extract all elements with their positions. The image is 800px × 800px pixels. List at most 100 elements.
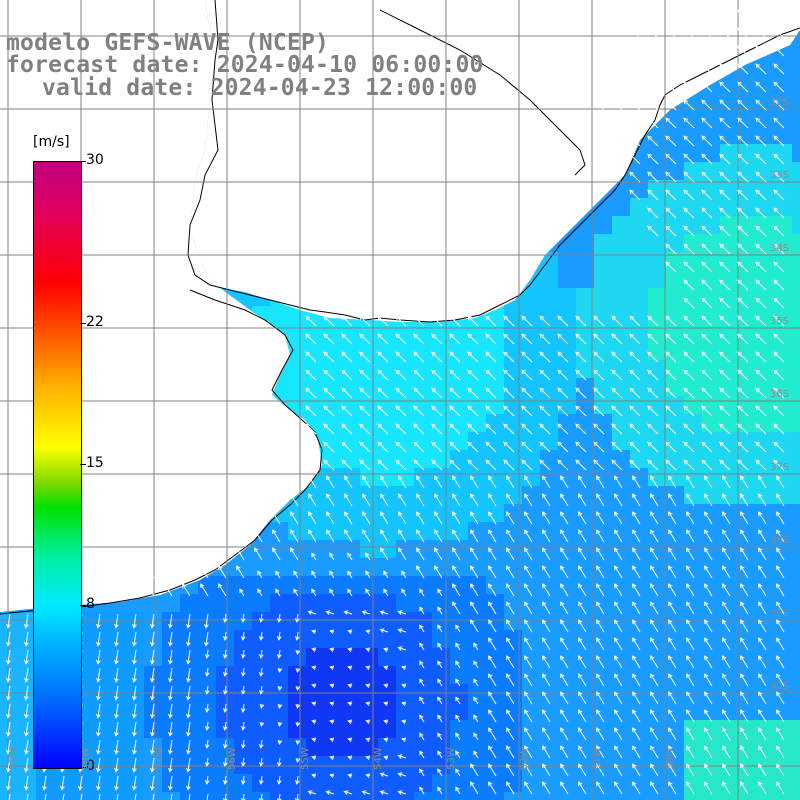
wind-arrow — [362, 511, 371, 525]
wind-arrow — [722, 601, 731, 615]
wind-speed-cell — [792, 630, 800, 649]
wind-arrow — [379, 790, 389, 795]
wind-speed-cell — [396, 594, 415, 613]
wind-arrow — [557, 315, 569, 327]
wind-arrow — [542, 547, 551, 561]
wind-speed-cell — [468, 522, 487, 541]
wind-arrow — [755, 45, 767, 57]
wind-speed-cell — [792, 792, 800, 800]
wind-arrow — [758, 493, 767, 507]
wind-speed-cell — [792, 774, 800, 793]
wind-speed-cell — [324, 486, 343, 505]
wind-speed-cell — [522, 342, 541, 361]
wind-arrow — [377, 333, 389, 345]
wind-speed-cell — [720, 396, 739, 415]
wind-arrow — [114, 649, 119, 665]
wind-arrow — [686, 637, 695, 651]
wind-arrow — [470, 763, 479, 777]
wind-speed-cell — [630, 306, 649, 325]
wind-speed-cell — [504, 414, 523, 433]
wind-arrow — [307, 610, 317, 615]
wind-arrow — [24, 613, 29, 629]
wind-arrow — [740, 493, 749, 507]
wind-speed-cell — [558, 720, 577, 739]
wind-speed-cell — [396, 414, 415, 433]
wind-speed-cell — [666, 378, 685, 397]
wind-arrow — [347, 665, 353, 671]
wind-arrow — [611, 405, 623, 417]
wind-arrow — [96, 721, 101, 737]
wind-speed-cell — [558, 396, 577, 415]
wind-arrow — [593, 459, 605, 471]
wind-speed-cell — [774, 252, 793, 271]
wind-arrow — [629, 117, 641, 129]
wind-arrow — [647, 27, 659, 39]
wind-arrow — [164, 547, 173, 561]
wind-speed-cell — [342, 720, 361, 739]
wind-speed-cell — [630, 774, 649, 793]
wind-speed-cell — [306, 666, 325, 685]
wind-speed-cell — [468, 792, 487, 800]
wind-speed-cell — [504, 468, 523, 487]
wind-arrow — [704, 763, 713, 777]
wind-arrow — [473, 732, 479, 741]
wind-speed-cell — [666, 162, 685, 181]
wind-speed-cell — [666, 234, 685, 253]
wind-arrow — [701, 189, 713, 201]
wind-arrow — [308, 493, 317, 507]
wind-speed-cell — [360, 396, 379, 415]
wind-arrow — [776, 709, 785, 723]
wind-speed-cell — [558, 270, 577, 289]
wind-speed-cell — [756, 342, 775, 361]
wind-arrow — [521, 315, 533, 327]
wind-speed-cell — [792, 180, 800, 199]
wind-speed-cell — [522, 522, 541, 541]
wind-speed-cell — [792, 702, 800, 721]
wind-arrow — [755, 423, 767, 435]
wind-arrow — [240, 631, 246, 641]
wind-arrow — [383, 570, 389, 579]
wind-arrow — [323, 315, 335, 327]
wind-speed-cell — [684, 630, 703, 649]
wind-speed-cell — [414, 576, 433, 595]
wind-speed-cell — [612, 198, 631, 217]
wind-speed-cell — [558, 630, 577, 649]
wind-speed-cell — [324, 594, 343, 613]
wind-speed-cell — [720, 576, 739, 595]
wind-speed-cell — [612, 756, 631, 775]
wind-arrow — [236, 547, 245, 561]
wind-arrow — [311, 588, 317, 597]
wind-speed-cell — [774, 54, 793, 73]
wind-speed-cell — [756, 144, 775, 163]
wind-arrow — [295, 757, 301, 764]
wind-arrow — [222, 613, 228, 623]
wind-arrow — [557, 369, 569, 381]
wind-speed-cell — [522, 594, 541, 613]
wind-speed-cell — [720, 612, 739, 631]
wind-arrow — [96, 703, 101, 719]
wind-arrow — [524, 601, 533, 615]
wind-speed-cell — [666, 432, 685, 451]
wind-arrow — [305, 459, 317, 471]
wind-arrow — [758, 511, 767, 525]
wind-speed-cell — [774, 108, 793, 127]
wind-arrow — [204, 667, 210, 677]
wind-speed-cell — [378, 738, 397, 757]
wind-arrow — [6, 739, 11, 755]
wind-arrow — [419, 696, 425, 705]
wind-arrow — [254, 493, 263, 507]
wind-speed-cell — [738, 792, 757, 800]
wind-speed-cell — [594, 540, 613, 559]
wind-speed-cell — [576, 756, 595, 775]
wind-speed-cell — [792, 288, 800, 307]
colorbar-tick-mark — [80, 322, 86, 324]
wind-arrow — [398, 493, 407, 507]
wind-arrow — [254, 529, 263, 543]
wind-speed-cell — [540, 720, 559, 739]
wind-speed-cell — [630, 522, 649, 541]
wind-arrow — [380, 511, 389, 525]
wind-speed-cell — [540, 288, 559, 307]
wind-arrow — [758, 673, 767, 687]
wind-arrow — [740, 601, 749, 615]
wind-arrow — [521, 441, 533, 453]
